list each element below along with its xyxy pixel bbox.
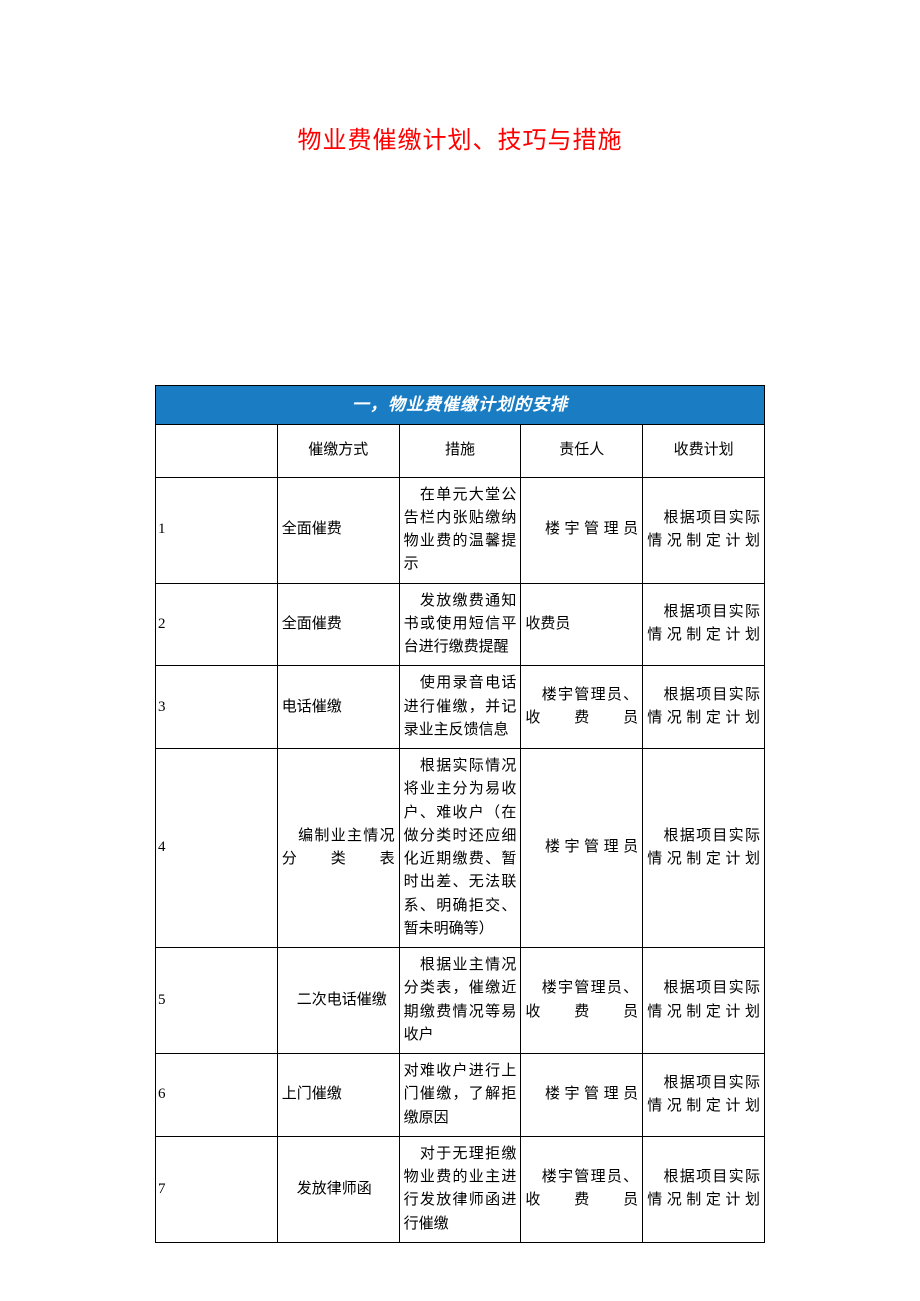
cell-method: 电话催缴 xyxy=(277,666,399,749)
document-title: 物业费催缴计划、技巧与措施 xyxy=(155,120,765,155)
cell-plan: 根据项目实际情况制定计划 xyxy=(643,666,765,749)
cell-plan: 根据项目实际情况制定计划 xyxy=(643,583,765,666)
document-page: 物业费催缴计划、技巧与措施 一，物业费催缴计划的安排 催缴方式 措施 责任人 收… xyxy=(0,0,920,1243)
cell-idx: 6 xyxy=(156,1054,278,1137)
table-row: 5 二次电话催缴 根据业主情况分类表，催缴近期缴费情况等易收户 楼宇管理员、收费… xyxy=(156,948,765,1054)
section-header-row: 一，物业费催缴计划的安排 xyxy=(156,386,765,425)
cell-method: 编制业主情况分类表 xyxy=(277,749,399,948)
cell-resp: 楼宇管理员 xyxy=(521,477,643,583)
section-header: 一，物业费催缴计划的安排 xyxy=(156,386,765,425)
cell-action: 发放缴费通知书或使用短信平台进行缴费提醒 xyxy=(399,583,521,666)
cell-plan: 根据项目实际情况制定计划 xyxy=(643,477,765,583)
cell-plan: 根据项目实际情况制定计划 xyxy=(643,948,765,1054)
table-header-row: 催缴方式 措施 责任人 收费计划 xyxy=(156,425,765,477)
cell-resp: 楼宇管理员、收费员 xyxy=(521,948,643,1054)
table-row: 4 编制业主情况分类表 根据实际情况将业主分为易收户、难收户（在做分类时还应细化… xyxy=(156,749,765,948)
cell-method: 上门催缴 xyxy=(277,1054,399,1137)
col-header-method: 催缴方式 xyxy=(277,425,399,477)
cell-idx: 2 xyxy=(156,583,278,666)
cell-action: 对于无理拒缴物业费的业主进行发放律师函进行催缴 xyxy=(399,1136,521,1242)
table-row: 2 全面催费 发放缴费通知书或使用短信平台进行缴费提醒 收费员 根据项目实际情况… xyxy=(156,583,765,666)
cell-resp: 楼宇管理员 xyxy=(521,1054,643,1137)
cell-idx: 3 xyxy=(156,666,278,749)
cell-idx: 5 xyxy=(156,948,278,1054)
col-header-action: 措施 xyxy=(399,425,521,477)
table-row: 3 电话催缴 使用录音电话进行催缴，并记录业主反馈信息 楼宇管理员、收费员 根据… xyxy=(156,666,765,749)
cell-method: 发放律师函 xyxy=(277,1136,399,1242)
cell-method: 二次电话催缴 xyxy=(277,948,399,1054)
col-header-resp: 责任人 xyxy=(521,425,643,477)
table-row: 7 发放律师函 对于无理拒缴物业费的业主进行发放律师函进行催缴 楼宇管理员、收费… xyxy=(156,1136,765,1242)
col-header-plan: 收费计划 xyxy=(643,425,765,477)
cell-action: 在单元大堂公告栏内张贴缴纳物业费的温馨提示 xyxy=(399,477,521,583)
cell-idx: 7 xyxy=(156,1136,278,1242)
cell-resp: 楼宇管理员、收费员 xyxy=(521,1136,643,1242)
cell-plan: 根据项目实际情况制定计划 xyxy=(643,1136,765,1242)
cell-action: 根据实际情况将业主分为易收户、难收户（在做分类时还应细化近期缴费、暂时出差、无法… xyxy=(399,749,521,948)
cell-action: 使用录音电话进行催缴，并记录业主反馈信息 xyxy=(399,666,521,749)
table-row: 1 全面催费 在单元大堂公告栏内张贴缴纳物业费的温馨提示 楼宇管理员 根据项目实… xyxy=(156,477,765,583)
cell-resp: 楼宇管理员、收费员 xyxy=(521,666,643,749)
cell-resp: 收费员 xyxy=(521,583,643,666)
cell-plan: 根据项目实际情况制定计划 xyxy=(643,749,765,948)
cell-action: 根据业主情况分类表，催缴近期缴费情况等易收户 xyxy=(399,948,521,1054)
cell-method: 全面催费 xyxy=(277,583,399,666)
cell-idx: 4 xyxy=(156,749,278,948)
cell-idx: 1 xyxy=(156,477,278,583)
cell-plan: 根据项目实际情况制定计划 xyxy=(643,1054,765,1137)
plan-table: 一，物业费催缴计划的安排 催缴方式 措施 责任人 收费计划 1 全面催费 在单元… xyxy=(155,385,765,1243)
table-row: 6 上门催缴 对难收户进行上门催缴，了解拒缴原因 楼宇管理员 根据项目实际情况制… xyxy=(156,1054,765,1137)
cell-resp: 楼宇管理员 xyxy=(521,749,643,948)
cell-method: 全面催费 xyxy=(277,477,399,583)
cell-action: 对难收户进行上门催缴，了解拒缴原因 xyxy=(399,1054,521,1137)
col-header-idx xyxy=(156,425,278,477)
